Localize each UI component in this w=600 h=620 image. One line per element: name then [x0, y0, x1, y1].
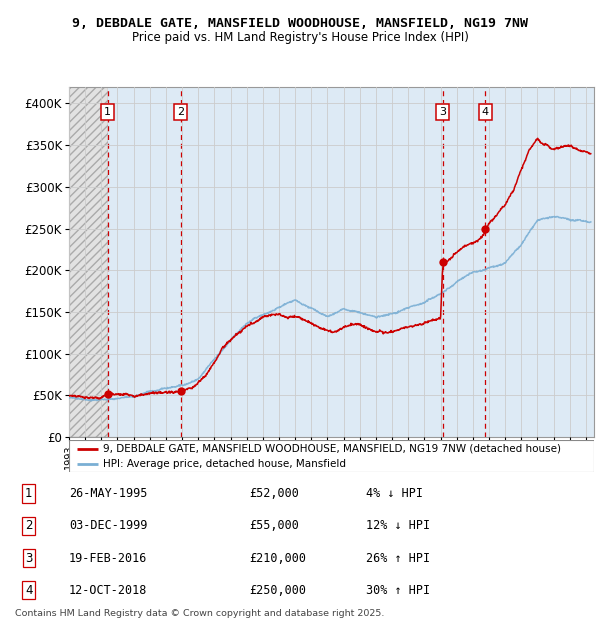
Text: 2: 2 — [25, 520, 32, 532]
Text: £52,000: £52,000 — [249, 487, 299, 500]
Text: HPI: Average price, detached house, Mansfield: HPI: Average price, detached house, Mans… — [103, 459, 346, 469]
Text: 1: 1 — [104, 107, 111, 117]
Text: £55,000: £55,000 — [249, 520, 299, 532]
Text: £210,000: £210,000 — [249, 552, 306, 564]
Text: Price paid vs. HM Land Registry's House Price Index (HPI): Price paid vs. HM Land Registry's House … — [131, 31, 469, 44]
Text: 03-DEC-1999: 03-DEC-1999 — [69, 520, 148, 532]
Text: 12% ↓ HPI: 12% ↓ HPI — [366, 520, 430, 532]
Text: 9, DEBDALE GATE, MANSFIELD WOODHOUSE, MANSFIELD, NG19 7NW (detached house): 9, DEBDALE GATE, MANSFIELD WOODHOUSE, MA… — [103, 444, 561, 454]
Text: 3: 3 — [25, 552, 32, 564]
Text: 4% ↓ HPI: 4% ↓ HPI — [366, 487, 423, 500]
Text: 2: 2 — [177, 107, 184, 117]
Text: 9, DEBDALE GATE, MANSFIELD WOODHOUSE, MANSFIELD, NG19 7NW: 9, DEBDALE GATE, MANSFIELD WOODHOUSE, MA… — [72, 17, 528, 30]
Text: 30% ↑ HPI: 30% ↑ HPI — [366, 584, 430, 596]
Bar — [69, 87, 108, 437]
Text: 26% ↑ HPI: 26% ↑ HPI — [366, 552, 430, 564]
Bar — [443, 87, 485, 437]
Bar — [181, 87, 443, 437]
Bar — [69, 87, 108, 437]
FancyBboxPatch shape — [69, 440, 594, 472]
Text: 4: 4 — [482, 107, 489, 117]
Text: 3: 3 — [439, 107, 446, 117]
Text: 19-FEB-2016: 19-FEB-2016 — [69, 552, 148, 564]
Bar — [108, 87, 181, 437]
Text: 12-OCT-2018: 12-OCT-2018 — [69, 584, 148, 596]
Bar — [485, 87, 594, 437]
Text: Contains HM Land Registry data © Crown copyright and database right 2025.: Contains HM Land Registry data © Crown c… — [15, 609, 385, 619]
Text: 26-MAY-1995: 26-MAY-1995 — [69, 487, 148, 500]
Text: £250,000: £250,000 — [249, 584, 306, 596]
Text: 4: 4 — [25, 584, 32, 596]
Text: 1: 1 — [25, 487, 32, 500]
